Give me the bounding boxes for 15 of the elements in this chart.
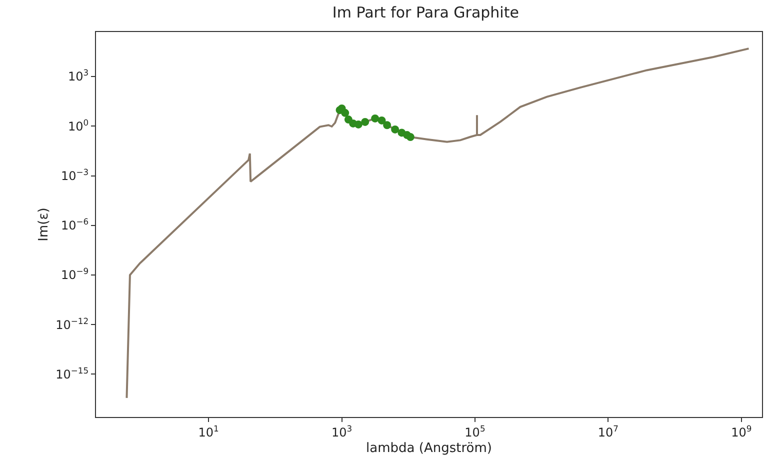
y-tick-label: 10$^{3}$ xyxy=(68,68,89,84)
y-tick-label: 10$^{−15}$ xyxy=(56,365,89,382)
y-axis-title: Im(ε) xyxy=(36,208,52,242)
chart-title: Im Part for Para Graphite xyxy=(332,4,519,22)
x-tick-label: 10$^{9}$ xyxy=(731,423,752,440)
y-tick-label: 10$^{−9}$ xyxy=(60,266,89,282)
x-tick-label: 10$^{7}$ xyxy=(598,423,618,440)
y-tick-label: 10$^{−6}$ xyxy=(60,216,89,233)
y-tick-label: 10$^{−3}$ xyxy=(60,166,89,183)
x-tick-label: 10$^{3}$ xyxy=(331,423,352,440)
y-tick-label: 10$^{−12}$ xyxy=(56,316,89,332)
x-tick-label: 10$^{5}$ xyxy=(464,423,486,440)
y-tick-label: 10$^{0}$ xyxy=(68,117,89,134)
x-tick-label: 10$^{1}$ xyxy=(198,423,219,440)
x-axis-title: lambda (Angström) xyxy=(366,441,492,456)
